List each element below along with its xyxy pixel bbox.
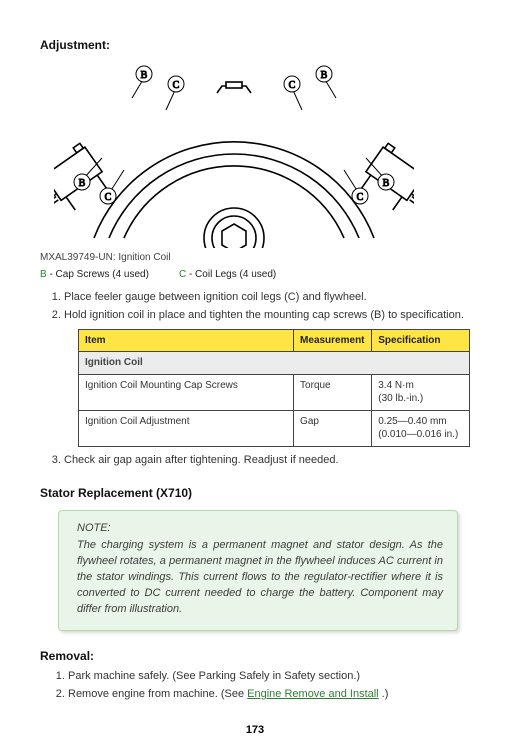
adjustment-steps: Place feeler gauge between ignition coil…: [40, 290, 470, 468]
th-measurement: Measurement: [294, 329, 372, 352]
removal-step-2-pre: Remove engine from machine. (See: [68, 688, 247, 700]
removal-step-2: Remove engine from machine. (See Engine …: [68, 687, 470, 702]
adjust-step-2: Hold ignition coil in place and tighten …: [64, 308, 470, 447]
table-header-row: Item Measurement Specification: [79, 329, 470, 352]
callout-c-bot-left: C: [105, 192, 112, 203]
figure-caption: MXAL39749-UN: Ignition Coil: [40, 252, 470, 263]
cell-spec-1: 0.25—0.40 mm (0.010—0.016 in.): [372, 410, 470, 446]
ignition-coil-svg: B C C B B C C B: [54, 58, 414, 248]
adjust-step-2-text: Hold ignition coil in place and tighten …: [64, 309, 464, 321]
cell-item-1: Ignition Coil Adjustment: [79, 410, 294, 446]
table-subhead: Ignition Coil: [79, 352, 470, 375]
removal-steps: Park machine safely. (See Parking Safely…: [40, 669, 470, 702]
removal-step-2-post: .): [379, 688, 389, 700]
th-spec: Specification: [372, 329, 470, 352]
legend-c: C - Coil Legs (4 used): [179, 269, 276, 280]
callout-b-bot-left: B: [79, 178, 86, 189]
legend-b: B - Cap Screws (4 used): [40, 269, 149, 280]
table-subhead-row: Ignition Coil: [79, 352, 470, 375]
callout-b-top-right: B: [321, 70, 328, 81]
adjust-step-1: Place feeler gauge between ignition coil…: [64, 290, 470, 305]
removal-step-1: Park machine safely. (See Parking Safely…: [68, 669, 470, 684]
adjust-step-3: Check air gap again after tightening. Re…: [64, 453, 470, 468]
cell-spec-0: 3.4 N·m (30 lb.-in.): [372, 374, 470, 410]
legend-b-text: - Cap Screws (4 used): [47, 269, 149, 280]
ignition-coil-figure: B C C B B C C B: [54, 58, 470, 248]
legend-c-text: - Coil Legs (4 used): [186, 269, 276, 280]
cell-item-0: Ignition Coil Mounting Cap Screws: [79, 374, 294, 410]
note-text: The charging system is a permanent magne…: [77, 538, 443, 618]
cell-meas-1: Gap: [294, 410, 372, 446]
figure-legend: B - Cap Screws (4 used) C - Coil Legs (4…: [40, 269, 470, 280]
adjustment-heading: Adjustment:: [40, 38, 470, 52]
th-item: Item: [79, 329, 294, 352]
stator-heading: Stator Replacement (X710): [40, 486, 470, 500]
callout-c-top-left: C: [173, 80, 180, 91]
engine-remove-install-link[interactable]: Engine Remove and Install: [247, 688, 378, 700]
callout-c-bot-right: C: [357, 192, 364, 203]
cell-meas-0: Torque: [294, 374, 372, 410]
callout-c-top-right: C: [289, 80, 296, 91]
table-row: Ignition Coil Adjustment Gap 0.25—0.40 m…: [79, 410, 470, 446]
callout-b-bot-right: B: [383, 178, 390, 189]
note-box: NOTE: The charging system is a permanent…: [58, 510, 458, 632]
spec-table: Item Measurement Specification Ignition …: [78, 329, 470, 447]
callout-b-top-left: B: [141, 70, 148, 81]
legend-b-letter: B: [40, 269, 47, 280]
removal-heading: Removal:: [40, 649, 470, 663]
table-row: Ignition Coil Mounting Cap Screws Torque…: [79, 374, 470, 410]
page-number: 173: [40, 724, 470, 736]
note-label: NOTE:: [77, 521, 443, 537]
